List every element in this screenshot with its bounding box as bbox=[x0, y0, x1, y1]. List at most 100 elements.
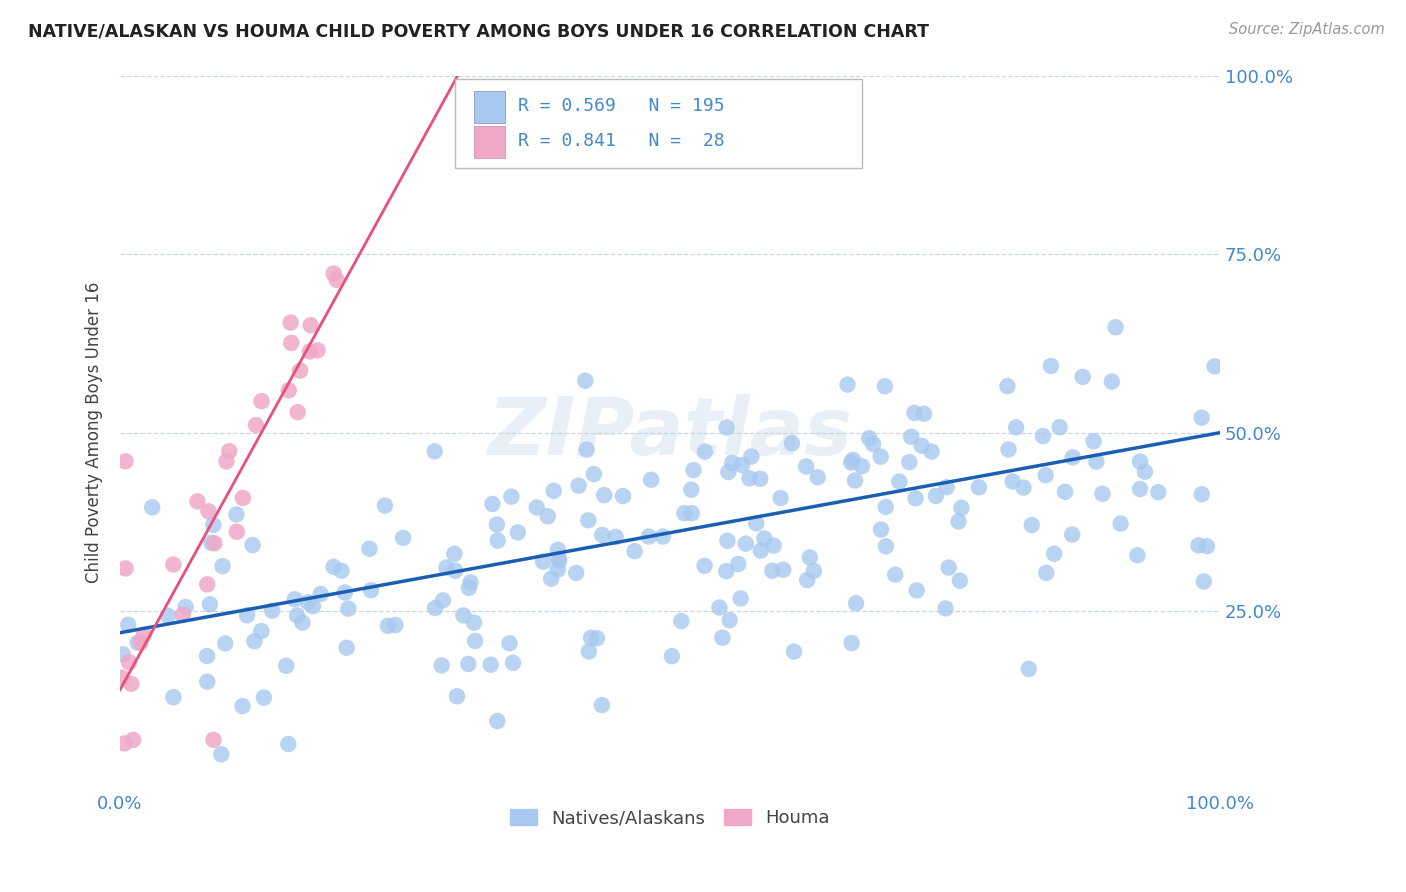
Point bbox=[839, 455, 862, 469]
Point bbox=[1071, 370, 1094, 384]
Point bbox=[605, 530, 627, 544]
Legend: Natives/Alaskans, Houma: Natives/Alaskans, Houma bbox=[503, 802, 837, 835]
Point bbox=[1129, 454, 1152, 468]
Point bbox=[540, 572, 562, 586]
Point bbox=[218, 444, 240, 458]
Point bbox=[740, 450, 762, 464]
Point bbox=[1204, 359, 1226, 374]
Point bbox=[162, 558, 184, 572]
Point bbox=[195, 674, 218, 689]
Point bbox=[280, 316, 302, 330]
Point bbox=[501, 490, 523, 504]
Point bbox=[162, 690, 184, 705]
Point bbox=[457, 657, 479, 671]
Point bbox=[359, 541, 381, 556]
Point bbox=[1001, 475, 1024, 489]
Point bbox=[298, 344, 321, 359]
Point bbox=[612, 489, 634, 503]
Point bbox=[783, 644, 806, 658]
Point bbox=[463, 615, 485, 630]
Point bbox=[204, 536, 226, 550]
Point bbox=[326, 273, 349, 287]
Point bbox=[443, 547, 465, 561]
Point bbox=[721, 456, 744, 470]
Point bbox=[921, 444, 943, 458]
Point bbox=[498, 636, 520, 650]
Point bbox=[502, 656, 524, 670]
Point bbox=[1012, 481, 1035, 495]
Point bbox=[875, 539, 897, 553]
Point bbox=[1109, 516, 1132, 531]
Point bbox=[796, 573, 818, 587]
Point bbox=[458, 581, 481, 595]
Point bbox=[716, 533, 738, 548]
Point bbox=[423, 601, 446, 615]
Point bbox=[277, 737, 299, 751]
Point bbox=[111, 671, 134, 685]
Point bbox=[322, 559, 344, 574]
Point bbox=[231, 699, 253, 714]
Point bbox=[120, 677, 142, 691]
Point bbox=[749, 472, 772, 486]
Point bbox=[731, 458, 754, 472]
Point bbox=[198, 598, 221, 612]
Point bbox=[582, 467, 605, 482]
Point bbox=[309, 587, 332, 601]
Point bbox=[243, 634, 266, 648]
Point bbox=[302, 599, 325, 614]
Point bbox=[912, 407, 935, 421]
Point bbox=[242, 538, 264, 552]
Point bbox=[638, 529, 661, 543]
Point bbox=[734, 536, 756, 550]
Point bbox=[1126, 548, 1149, 562]
Point bbox=[640, 473, 662, 487]
Point bbox=[1035, 566, 1057, 580]
Point bbox=[537, 509, 560, 524]
Point bbox=[114, 736, 136, 750]
Point bbox=[905, 583, 928, 598]
Point bbox=[280, 335, 302, 350]
Point bbox=[209, 747, 232, 762]
Point bbox=[950, 500, 973, 515]
Point bbox=[453, 608, 475, 623]
Point bbox=[446, 690, 468, 704]
Point bbox=[1039, 359, 1062, 373]
Point bbox=[593, 488, 616, 502]
Point bbox=[232, 491, 254, 505]
Point bbox=[132, 628, 155, 642]
Point bbox=[671, 614, 693, 628]
Point bbox=[673, 506, 696, 520]
Point bbox=[1005, 420, 1028, 434]
FancyBboxPatch shape bbox=[474, 91, 505, 123]
Point bbox=[967, 480, 990, 494]
Point bbox=[711, 631, 734, 645]
Point bbox=[565, 566, 588, 580]
Point bbox=[738, 471, 761, 485]
Point bbox=[214, 636, 236, 650]
Point bbox=[225, 508, 247, 522]
Point bbox=[997, 379, 1019, 393]
Point bbox=[870, 523, 893, 537]
Point bbox=[284, 592, 307, 607]
Point bbox=[377, 619, 399, 633]
Point bbox=[578, 644, 600, 658]
Text: NATIVE/ALASKAN VS HOUMA CHILD POVERTY AMONG BOYS UNDER 16 CORRELATION CHART: NATIVE/ALASKAN VS HOUMA CHILD POVERTY AM… bbox=[28, 22, 929, 40]
Point bbox=[250, 624, 273, 638]
Point bbox=[423, 444, 446, 458]
FancyBboxPatch shape bbox=[456, 79, 862, 169]
Point bbox=[464, 634, 486, 648]
Point bbox=[709, 600, 731, 615]
FancyBboxPatch shape bbox=[474, 126, 505, 158]
Point bbox=[481, 497, 503, 511]
Point bbox=[591, 698, 613, 713]
Point bbox=[575, 442, 598, 457]
Point bbox=[547, 563, 569, 577]
Point bbox=[762, 539, 785, 553]
Point bbox=[844, 474, 866, 488]
Text: ZIPatlas: ZIPatlas bbox=[488, 393, 852, 472]
Point bbox=[772, 563, 794, 577]
Point bbox=[693, 558, 716, 573]
Point bbox=[904, 491, 927, 506]
Point bbox=[1035, 468, 1057, 483]
Point bbox=[384, 618, 406, 632]
